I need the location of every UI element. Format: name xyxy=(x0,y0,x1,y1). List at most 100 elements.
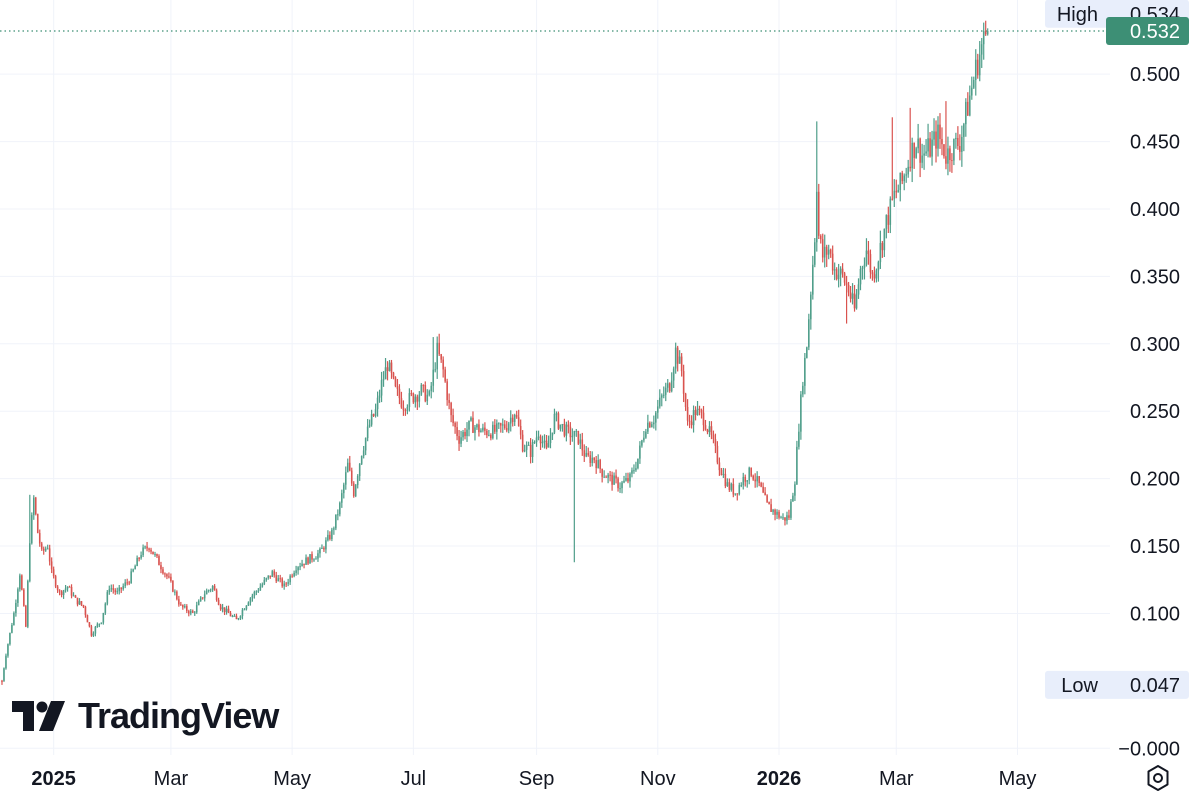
candle-body xyxy=(984,31,987,35)
candle xyxy=(764,487,766,496)
candle-body xyxy=(235,615,238,620)
candle xyxy=(521,430,524,453)
candle-body xyxy=(917,138,919,149)
candle xyxy=(831,245,834,275)
candle xyxy=(714,433,717,454)
candle-body xyxy=(597,459,599,469)
candle xyxy=(11,622,13,634)
candle xyxy=(883,228,886,257)
candle xyxy=(619,482,621,493)
candle-body xyxy=(704,425,707,430)
candle-body xyxy=(253,592,256,596)
candle-body xyxy=(978,54,981,76)
candle-body xyxy=(257,590,260,592)
candle-body xyxy=(919,138,921,163)
candle-body xyxy=(32,497,35,516)
y-tick-label-1: 0.450 xyxy=(1130,132,1180,154)
candle xyxy=(348,455,351,472)
candle-body xyxy=(458,436,460,444)
candle xyxy=(364,437,367,456)
candle-body xyxy=(849,292,852,299)
candle xyxy=(533,440,536,444)
candle-body xyxy=(267,575,270,579)
candle xyxy=(386,361,389,381)
candle xyxy=(768,501,770,505)
candle-body xyxy=(106,592,109,604)
candle-body xyxy=(454,422,456,428)
candle-body xyxy=(150,549,152,552)
candle xyxy=(424,381,427,403)
candle xyxy=(815,121,818,252)
candle-body xyxy=(488,434,490,436)
candle-body xyxy=(752,475,754,480)
candle xyxy=(48,544,51,566)
candle xyxy=(555,411,558,422)
candle-body xyxy=(96,624,99,627)
candle xyxy=(601,468,603,483)
candle-body xyxy=(337,514,339,516)
candle xyxy=(398,384,401,405)
candle-body xyxy=(170,576,172,581)
candle xyxy=(156,553,158,559)
candle xyxy=(138,557,140,562)
candle xyxy=(400,391,403,409)
candle-body xyxy=(782,517,784,519)
candle xyxy=(480,428,482,433)
candle-body xyxy=(625,478,627,481)
candle xyxy=(25,604,27,628)
candle xyxy=(189,609,192,616)
candle-body xyxy=(478,424,480,433)
candle xyxy=(980,37,983,68)
candle xyxy=(112,584,115,594)
candle xyxy=(692,405,695,433)
chart-settings-button[interactable] xyxy=(1144,764,1172,792)
low-badge-bg xyxy=(1045,670,1189,699)
candle xyxy=(50,557,53,574)
candle-body xyxy=(130,571,132,584)
candle-body xyxy=(456,427,458,437)
candle xyxy=(754,473,756,488)
candle-body xyxy=(655,412,657,423)
candle-body xyxy=(967,101,969,116)
candle-body xyxy=(492,424,494,439)
candle-body xyxy=(58,590,61,592)
low-label: Low xyxy=(1061,675,1098,697)
candle xyxy=(293,570,295,578)
candle-body xyxy=(688,420,691,422)
candle xyxy=(821,233,824,263)
candle xyxy=(664,382,667,402)
candle-body xyxy=(800,394,802,432)
low-badge: Low 0.047 xyxy=(1045,670,1189,699)
candle-body xyxy=(853,293,856,309)
candle xyxy=(595,455,597,474)
candle-body xyxy=(813,242,816,265)
candle-body xyxy=(784,517,786,521)
y-tick-label-2: 0.400 xyxy=(1130,199,1180,221)
candle xyxy=(947,136,949,176)
candle xyxy=(893,179,896,207)
candle xyxy=(180,601,182,606)
candle-body xyxy=(649,422,651,428)
candle xyxy=(792,492,794,502)
candle xyxy=(430,382,433,399)
candle xyxy=(201,597,204,600)
candle xyxy=(643,430,645,443)
candle xyxy=(853,285,856,312)
candle xyxy=(517,409,520,427)
candle-body xyxy=(756,476,758,482)
candle xyxy=(466,422,468,442)
candle-body xyxy=(855,294,858,309)
candle xyxy=(384,358,387,380)
candle xyxy=(772,508,774,515)
candle-body xyxy=(279,578,282,580)
candle xyxy=(746,479,749,488)
candle-body xyxy=(678,356,681,364)
candle xyxy=(817,183,820,239)
candle xyxy=(617,476,619,492)
candle-body xyxy=(772,509,774,512)
candle-body xyxy=(199,597,202,601)
candle-body xyxy=(865,250,868,265)
candle xyxy=(239,615,242,620)
candle xyxy=(178,595,180,607)
